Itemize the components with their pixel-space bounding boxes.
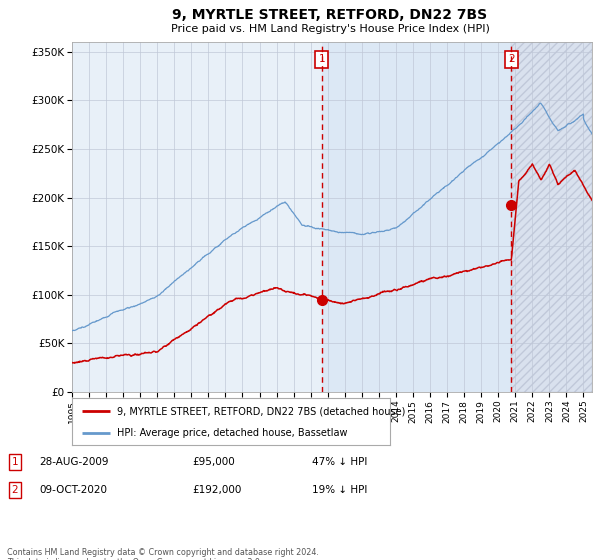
- Text: 2: 2: [508, 54, 515, 64]
- Text: 09-OCT-2020: 09-OCT-2020: [39, 485, 107, 495]
- Text: £192,000: £192,000: [192, 485, 241, 495]
- Text: 1: 1: [319, 54, 325, 64]
- Text: HPI: Average price, detached house, Bassetlaw: HPI: Average price, detached house, Bass…: [116, 428, 347, 438]
- Text: £95,000: £95,000: [192, 457, 235, 467]
- Text: 9, MYRTLE STREET, RETFORD, DN22 7BS: 9, MYRTLE STREET, RETFORD, DN22 7BS: [172, 8, 488, 22]
- Text: 2: 2: [11, 485, 19, 495]
- Text: Contains HM Land Registry data © Crown copyright and database right 2024.
This d: Contains HM Land Registry data © Crown c…: [7, 548, 319, 560]
- Bar: [511, 42, 592, 392]
- Text: 28-AUG-2009: 28-AUG-2009: [39, 457, 109, 467]
- Bar: [322, 42, 511, 392]
- Text: 47% ↓ HPI: 47% ↓ HPI: [312, 457, 367, 467]
- Text: 1: 1: [11, 457, 19, 467]
- Text: 9, MYRTLE STREET, RETFORD, DN22 7BS (detached house): 9, MYRTLE STREET, RETFORD, DN22 7BS (det…: [116, 406, 405, 416]
- Text: Price paid vs. HM Land Registry's House Price Index (HPI): Price paid vs. HM Land Registry's House …: [170, 24, 490, 34]
- Text: 19% ↓ HPI: 19% ↓ HPI: [312, 485, 367, 495]
